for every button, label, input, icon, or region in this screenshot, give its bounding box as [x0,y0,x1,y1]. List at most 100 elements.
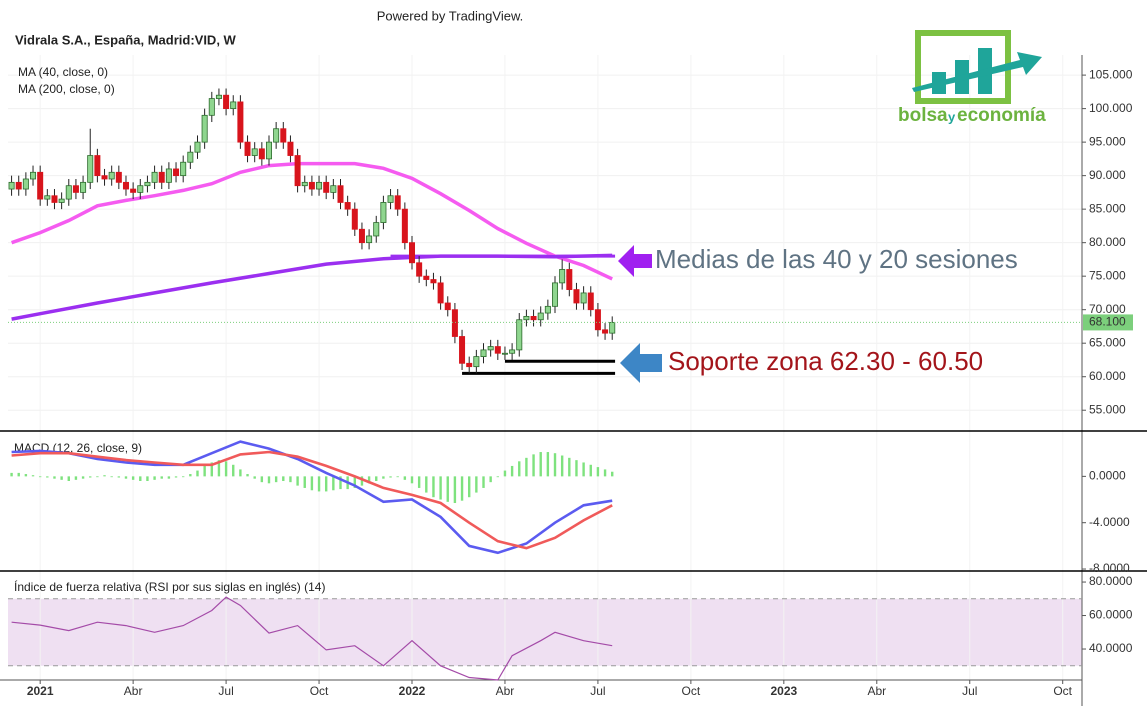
histogram-bar [210,462,213,477]
candle-body [223,94,230,110]
last-price-label: 68.100 [1089,315,1126,329]
y-tick-label: 70.000 [1089,302,1126,316]
candle-body [609,322,616,334]
histogram-bar [575,460,578,477]
legend-entry: MA (200, close, 0) [18,82,115,96]
histogram-bar [103,475,106,477]
candle-body [394,195,401,210]
y-tick-label: 95.000 [1089,134,1126,148]
x-tick-label: 2021 [27,684,54,698]
histogram-bar [74,476,78,480]
y-tick-label: 85.000 [1089,201,1126,215]
x-tick-label: Abr [496,684,515,698]
histogram-bar [375,476,378,481]
candle-body [80,181,87,193]
candle-body [473,356,480,368]
histogram-bar [232,464,235,477]
candle-body [144,181,151,187]
histogram-bar [46,476,49,478]
histogram-bar [89,476,92,478]
candle-body [208,98,215,116]
logo-word: bolsa [898,105,948,126]
candle-body [130,188,137,193]
candle-body [552,282,559,307]
candle-body [316,181,323,190]
candle-body [173,168,180,177]
y-tick-label: 60.000 [1089,369,1126,383]
candle-body [201,114,208,143]
candle-body [215,94,222,99]
candle-body [544,305,551,314]
candle-body [72,185,79,193]
annotation: Medias de las 40 y 20 sesiones [655,244,1018,274]
histogram-bar [260,476,264,483]
histogram-bar [503,470,507,477]
annotation-arrow [620,343,662,383]
histogram-bar [367,476,371,484]
series-line [11,440,613,555]
histogram-bar [24,474,28,477]
candle-body [337,185,344,203]
histogram-bar [510,465,514,477]
histogram-bar [496,476,500,478]
histogram-bar [181,476,185,478]
histogram-bar [324,476,328,492]
logo: bolsa y economía [898,30,1046,126]
candle-body [158,171,165,183]
histogram-bar [81,476,85,479]
annotation: Soporte zona 62.30 - 60.50 [668,346,983,376]
candle-body [273,128,280,143]
histogram-bar [460,476,464,501]
candle-body [230,101,237,110]
candle-body [587,292,594,311]
histogram-bar [482,476,485,488]
histogram-bar [267,476,271,484]
histogram-bar [189,474,192,477]
histogram-bar [611,471,614,477]
histogram-bar [239,469,242,477]
candle-body [251,148,258,156]
candle-body [373,222,380,237]
candle-body [237,101,244,143]
histogram-bar [167,476,171,479]
histogram-bar [131,476,135,480]
x-tick-label: 2023 [770,684,797,698]
candle-body [430,279,437,284]
y-tick-label: 65.000 [1089,335,1126,349]
candle-body [351,208,358,230]
histogram-bar [453,476,457,504]
candle-body [366,235,373,244]
candle-body [330,185,337,193]
candle-body [180,161,187,177]
histogram-bar [539,452,542,477]
candle-body [280,128,287,143]
histogram-bar [96,476,99,478]
candle-body [566,269,573,290]
candle-body [94,155,101,177]
y-tick-label: 100.000 [1089,101,1133,115]
histogram-bar [489,476,492,483]
histogram-bar [246,474,249,477]
x-tick-label: Abr [124,684,143,698]
histogram-bar [139,476,142,481]
histogram-bar [568,457,571,477]
histogram-bar [31,475,35,477]
candle-body [265,141,272,160]
histogram-bar [417,476,421,488]
x-tick-label: Oct [1053,684,1072,698]
y-tick-label: 0.0000 [1089,469,1126,483]
logo-word: y [948,109,956,124]
histogram-bar [174,476,178,478]
candle-body [137,185,144,193]
candle-body [466,362,473,368]
candle-body [594,309,601,331]
histogram-bar [553,453,557,477]
candle-body [108,171,115,180]
histogram-bar [117,476,121,478]
histogram-bar [382,476,385,479]
candle-body [480,349,487,358]
candle-body [509,349,516,354]
candle-body [423,275,430,280]
histogram-bar [410,476,414,484]
candle-body [30,171,37,180]
